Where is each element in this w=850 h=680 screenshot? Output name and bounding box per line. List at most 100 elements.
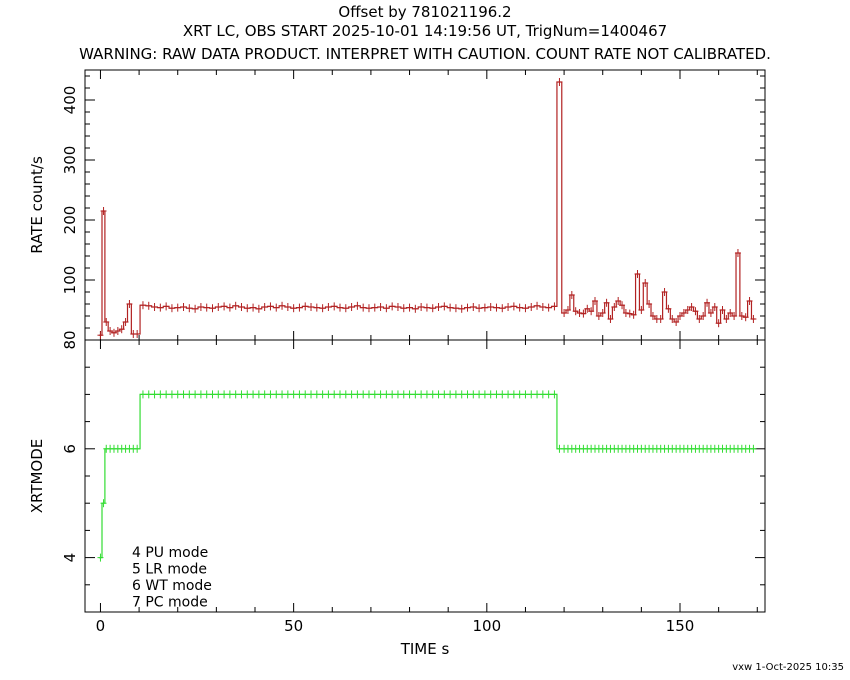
legend-entry: 5 LR mode	[132, 562, 207, 578]
data-point	[406, 390, 413, 399]
data-point	[505, 390, 512, 399]
data-point	[290, 390, 297, 399]
rate-x-ticks	[99, 70, 758, 340]
data-point	[284, 390, 291, 399]
data-point	[255, 390, 262, 399]
data-point	[145, 390, 152, 399]
data-point	[619, 301, 626, 310]
data-point	[412, 390, 419, 399]
footer-stamp: vxw 1-Oct-2025 10:35	[732, 662, 844, 673]
data-point	[103, 318, 110, 326]
data-point	[622, 309, 629, 317]
data-point	[209, 304, 216, 313]
data-point	[348, 303, 355, 311]
data-point	[595, 312, 602, 320]
data-point	[630, 310, 637, 319]
data-point	[377, 303, 384, 311]
data-point	[572, 307, 579, 316]
data-point	[134, 330, 141, 338]
data-point	[505, 303, 512, 311]
data-point	[429, 390, 436, 399]
y-tick-label: 200	[61, 206, 79, 235]
y-tick-label: 300	[61, 146, 79, 175]
data-point	[688, 303, 695, 311]
series-line	[98, 393, 756, 559]
data-point	[383, 390, 390, 399]
data-point	[342, 304, 349, 313]
data-point	[564, 306, 571, 314]
data-point	[151, 390, 158, 399]
data-point	[696, 315, 703, 323]
data-point	[493, 303, 500, 312]
data-point	[192, 304, 199, 313]
data-point	[510, 390, 517, 399]
data-point	[452, 390, 459, 399]
data-point	[534, 301, 541, 310]
data-point	[261, 303, 268, 311]
rate-series	[97, 78, 757, 340]
data-point	[649, 312, 656, 320]
warning-text: WARNING: RAW DATA PRODUCT. INTERPRET WIT…	[79, 45, 771, 63]
data-point	[365, 304, 372, 313]
data-point	[731, 312, 738, 320]
data-point	[626, 309, 633, 318]
data-point	[134, 444, 141, 453]
data-point	[418, 390, 425, 399]
data-point	[221, 302, 228, 311]
data-point	[556, 78, 563, 86]
data-point	[406, 303, 413, 312]
data-point	[680, 309, 687, 317]
data-point	[499, 304, 506, 313]
data-point	[704, 298, 711, 307]
data-point	[394, 303, 401, 311]
data-point	[576, 309, 583, 317]
data-point	[522, 304, 529, 313]
data-point	[221, 390, 228, 399]
data-point	[302, 302, 309, 311]
data-point	[107, 327, 114, 335]
y-tick-label: 80	[61, 330, 79, 349]
data-point	[331, 302, 338, 311]
data-point	[447, 390, 454, 399]
data-point	[122, 318, 129, 326]
series-line	[98, 81, 756, 336]
data-point	[180, 303, 187, 311]
rate-panel: 80 100 200 300 400 RATE count/s	[28, 69, 766, 350]
data-point	[418, 303, 425, 311]
data-point	[139, 390, 146, 399]
data-point	[389, 302, 396, 311]
data-point	[168, 390, 175, 399]
data-point	[244, 390, 251, 399]
data-point	[487, 390, 494, 399]
data-point	[599, 309, 606, 317]
data-point	[197, 303, 204, 311]
data-point	[580, 309, 587, 318]
data-point	[360, 390, 367, 399]
x-tick-label: 50	[284, 617, 303, 635]
data-point	[412, 304, 419, 313]
data-point	[197, 390, 204, 399]
data-point	[126, 300, 133, 308]
data-point	[476, 304, 483, 313]
data-point	[192, 390, 199, 399]
data-point	[308, 390, 315, 399]
data-point	[118, 325, 125, 334]
data-point	[510, 302, 517, 311]
data-point	[284, 303, 291, 311]
data-point	[232, 301, 239, 310]
data-point	[273, 390, 280, 399]
data-point	[215, 303, 222, 311]
data-point	[588, 307, 595, 316]
data-point	[723, 315, 730, 323]
data-point	[400, 390, 407, 399]
data-point	[337, 390, 343, 399]
data-point	[313, 303, 320, 312]
data-point	[551, 302, 558, 311]
data-point	[711, 303, 718, 311]
data-point	[377, 390, 384, 399]
data-point	[657, 315, 664, 323]
data-point	[539, 390, 546, 399]
